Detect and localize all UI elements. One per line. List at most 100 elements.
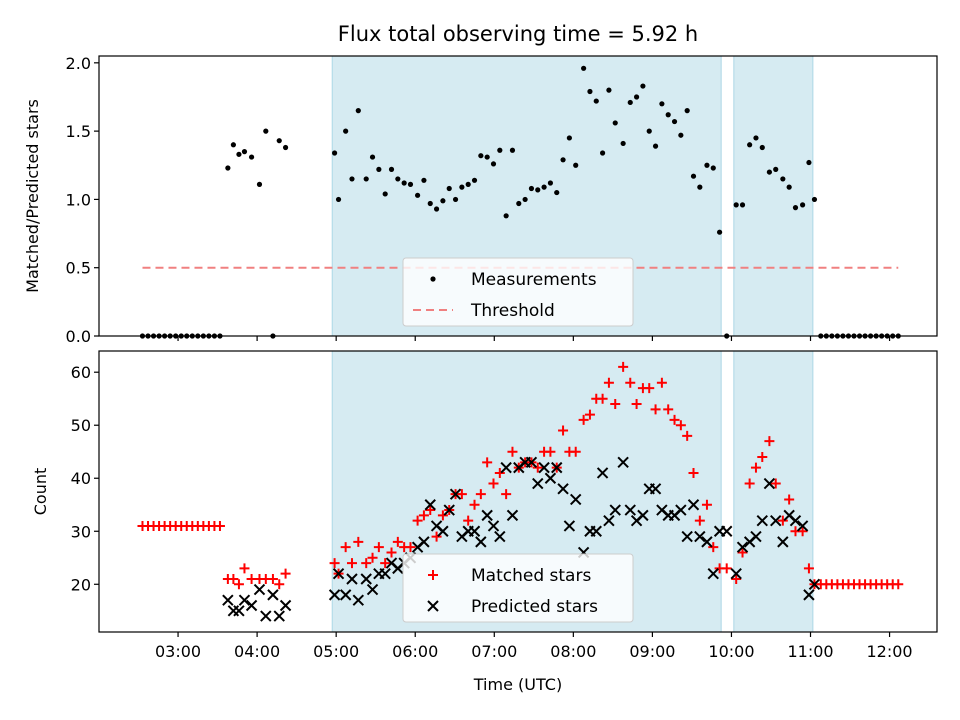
measurement-point bbox=[388, 166, 395, 172]
measurement-point bbox=[599, 150, 606, 156]
legend-box bbox=[402, 553, 634, 623]
legend-matched-swatch bbox=[428, 570, 438, 580]
measurement-point bbox=[225, 165, 231, 171]
matched-star-point bbox=[233, 579, 244, 590]
matched-star-point bbox=[353, 536, 364, 547]
measurement-point bbox=[646, 128, 652, 134]
x-tick-label: 04:00 bbox=[234, 642, 280, 661]
matched-star-point bbox=[475, 489, 486, 500]
predicted-star-point bbox=[694, 530, 706, 543]
matched-star-point bbox=[214, 520, 225, 531]
measurement-point bbox=[640, 83, 646, 89]
measurement-point bbox=[587, 88, 593, 95]
predicted-star-point bbox=[346, 573, 358, 585]
matched-star-point bbox=[418, 510, 429, 521]
matched-star-point bbox=[425, 505, 436, 516]
measurement-point bbox=[593, 98, 599, 104]
observing-window-span bbox=[733, 350, 814, 633]
measurement-point bbox=[759, 144, 765, 151]
matched-star-point bbox=[501, 489, 512, 500]
legend-label: Threshold bbox=[470, 301, 555, 321]
measurement-point bbox=[652, 143, 659, 149]
x-tick-label: 08:00 bbox=[550, 642, 596, 661]
y-tick-label: 20 bbox=[71, 575, 91, 594]
measurement-point bbox=[522, 196, 528, 203]
predicted-star-point bbox=[649, 483, 662, 495]
matched-star-point bbox=[386, 547, 397, 558]
matched-star-point bbox=[644, 383, 655, 394]
predicted-star-point bbox=[366, 583, 379, 596]
measurement-point bbox=[716, 229, 723, 235]
measurement-point bbox=[414, 192, 421, 198]
predicted-star-point bbox=[736, 541, 749, 553]
matched-star-point bbox=[578, 414, 589, 425]
matched-star-point bbox=[731, 573, 742, 584]
matched-star-point bbox=[675, 420, 686, 431]
legend-label: Measurements bbox=[471, 270, 597, 290]
measurement-point bbox=[471, 177, 478, 183]
predicted-star-point bbox=[637, 509, 649, 522]
measurement-point bbox=[573, 162, 579, 168]
matched-star-point bbox=[437, 510, 448, 521]
matched-star-point bbox=[784, 494, 795, 505]
matched-star-point bbox=[797, 526, 808, 537]
measurement-point bbox=[263, 128, 269, 134]
measurement-point bbox=[355, 108, 361, 114]
x-tick-label: 09:00 bbox=[629, 642, 675, 661]
measurement-point bbox=[490, 161, 497, 167]
matched-star-point bbox=[329, 558, 340, 569]
predicted-star-point bbox=[279, 599, 292, 612]
predicted-star-point bbox=[273, 610, 285, 622]
matched-star-point bbox=[584, 409, 595, 420]
matched-star-point bbox=[507, 446, 518, 457]
y-axis-label: Matched/Predicted stars bbox=[23, 99, 42, 293]
predicted-star-point bbox=[532, 477, 544, 490]
legend-label: Predicted stars bbox=[471, 597, 598, 617]
measurement-point bbox=[560, 157, 566, 163]
predicted-star-point bbox=[339, 589, 352, 601]
measurement-point bbox=[566, 135, 572, 141]
measurement-point bbox=[484, 154, 490, 160]
y-tick-label: 0.0 bbox=[66, 327, 91, 346]
measurement-point bbox=[343, 128, 349, 134]
matched-star-point bbox=[482, 457, 493, 468]
matched-star-point bbox=[694, 515, 705, 526]
predicted-star-point bbox=[570, 493, 582, 506]
x-tick-label: 03:00 bbox=[155, 642, 201, 661]
predicted-star-point bbox=[443, 504, 455, 516]
predicted-star-point bbox=[360, 573, 372, 585]
measurement-point bbox=[697, 184, 703, 190]
matched-star-point bbox=[405, 542, 416, 553]
matched-star-point bbox=[494, 467, 505, 478]
measurement-point bbox=[331, 150, 338, 156]
measurement-point bbox=[407, 181, 414, 187]
x-tick-label: 10:00 bbox=[708, 642, 754, 661]
measurement-point bbox=[433, 206, 440, 212]
matched-star-point bbox=[631, 399, 642, 410]
y-tick-label: 60 bbox=[71, 363, 91, 382]
predicted-star-point bbox=[808, 578, 821, 590]
matched-star-point bbox=[744, 478, 755, 489]
predicted-star-point bbox=[701, 536, 713, 548]
matched-star-point bbox=[721, 563, 732, 574]
matched-star-point bbox=[340, 542, 351, 553]
predicted-star-point bbox=[777, 536, 789, 548]
predicted-star-point bbox=[707, 567, 719, 580]
measurement-point bbox=[800, 202, 806, 208]
matched-star-point bbox=[777, 515, 788, 526]
predicted-star-point bbox=[487, 520, 500, 532]
x-tick-label: 07:00 bbox=[471, 642, 517, 661]
matched-star-point bbox=[618, 361, 629, 372]
measurement-point bbox=[230, 142, 236, 148]
predicted-star-point bbox=[525, 456, 538, 469]
y-tick-label: 40 bbox=[71, 469, 91, 488]
measurement-point bbox=[516, 200, 522, 207]
predicted-star-point bbox=[468, 525, 481, 537]
matched-star-point bbox=[757, 452, 768, 463]
matched-star-point bbox=[803, 563, 814, 574]
y-tick-label: 1.5 bbox=[66, 122, 91, 141]
predicted-star-point bbox=[481, 509, 493, 522]
predicted-star-point bbox=[763, 477, 776, 490]
predicted-star-point bbox=[596, 467, 609, 479]
